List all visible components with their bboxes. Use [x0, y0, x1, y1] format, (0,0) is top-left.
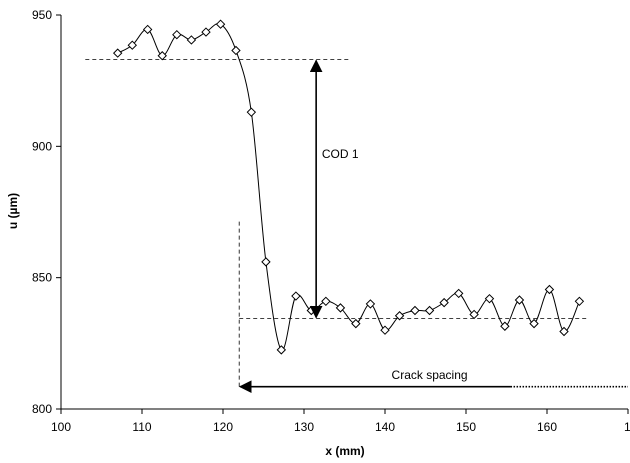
data-point — [157, 51, 167, 61]
series-line — [117, 23, 580, 351]
x-tick-label: 120 — [213, 420, 233, 434]
data-point — [529, 318, 539, 329]
y-tick-label: 950 — [32, 8, 52, 22]
data-point — [469, 309, 479, 320]
data-point — [410, 305, 420, 316]
x-tick-label: 1 — [624, 420, 630, 434]
data-point — [246, 107, 257, 117]
crack-spacing-label: Crack spacing — [392, 368, 468, 382]
x-tick-label: 140 — [375, 420, 395, 434]
data-point — [351, 318, 361, 329]
data-point — [424, 305, 435, 316]
x-axis: 100 110 120 130 140 150 160 1 — [51, 409, 630, 434]
x-tick-label: 130 — [294, 420, 314, 434]
data-point — [276, 345, 287, 355]
data-point — [127, 40, 137, 50]
data-point — [112, 48, 123, 58]
data-point — [291, 291, 301, 301]
data-point — [574, 296, 585, 307]
y-axis: 800 850 900 950 — [32, 8, 61, 416]
data-point — [142, 24, 153, 35]
x-axis-title: x (mm) — [325, 444, 364, 458]
y-axis-title: u (µm) — [6, 193, 20, 229]
data-point — [380, 325, 390, 335]
data-point — [172, 29, 182, 40]
y-tick-label: 800 — [32, 402, 52, 416]
data-point — [365, 299, 376, 309]
plot-frame — [60, 15, 628, 410]
y-tick-label: 850 — [32, 271, 52, 285]
data-point — [484, 293, 495, 304]
data-point — [335, 303, 346, 313]
data-point — [514, 295, 525, 305]
data-point — [186, 35, 197, 45]
annotation-layer: COD 1 Crack spacing — [238, 59, 628, 394]
data-point — [215, 19, 226, 29]
x-tick-label: 150 — [456, 420, 476, 434]
x-tick-label: 160 — [537, 420, 557, 434]
data-point — [201, 27, 211, 37]
data-point — [231, 45, 241, 56]
data-point — [454, 288, 464, 299]
data-point — [439, 297, 449, 308]
x-tick-label: 100 — [51, 420, 71, 434]
x-tick-label: 110 — [132, 420, 151, 434]
series-layer — [112, 19, 585, 355]
y-tick-label: 900 — [32, 139, 52, 153]
data-point — [559, 326, 569, 337]
data-point — [394, 311, 405, 321]
data-point — [544, 284, 555, 295]
cod-label: COD 1 — [322, 147, 359, 161]
reference-lines — [85, 59, 588, 387]
data-point — [321, 296, 331, 307]
data-point — [261, 257, 271, 267]
data-point — [500, 321, 510, 331]
